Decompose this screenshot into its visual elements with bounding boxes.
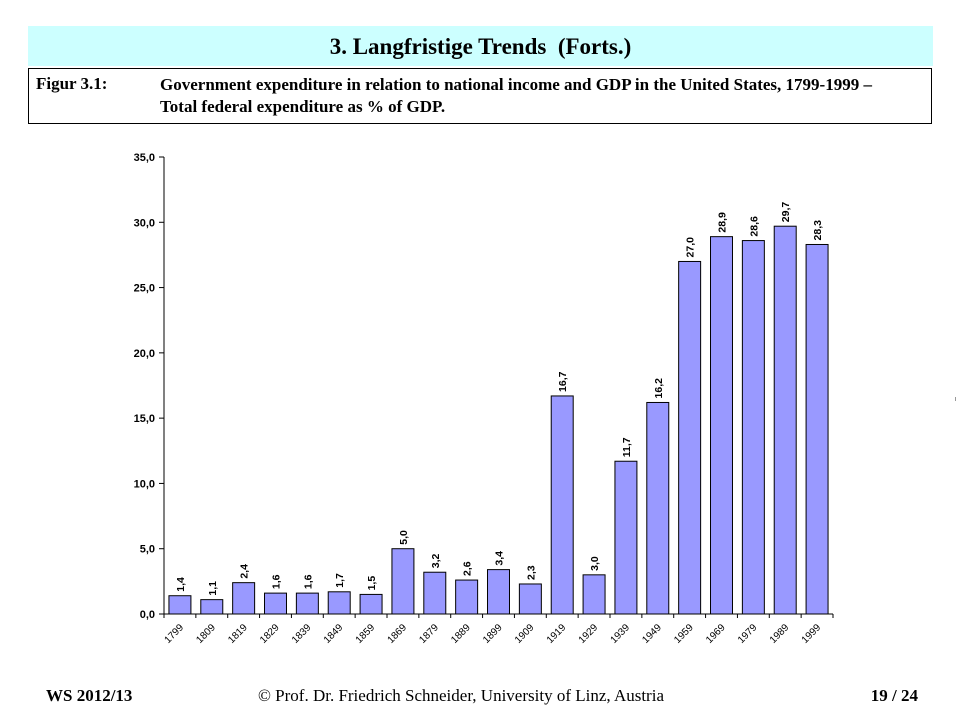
x-tick-label: 1969 (704, 622, 728, 646)
data-label: 2,3 (525, 565, 537, 580)
figure-caption: Government expenditure in relation to na… (160, 75, 872, 116)
bar (264, 592, 287, 615)
bar (741, 240, 765, 615)
x-tick-label: 1829 (258, 622, 282, 646)
bar (391, 548, 415, 615)
bar (805, 243, 829, 615)
data-label: 16,7 (557, 371, 569, 392)
data-label: 28,6 (748, 216, 760, 237)
x-tick-label: 1989 (768, 622, 792, 646)
data-label: 1,6 (271, 574, 283, 589)
y-tick-label: 10,0 (134, 478, 155, 490)
x-tick-label: 1959 (672, 622, 696, 646)
data-label: 5,0 (398, 530, 410, 545)
data-label: 16,2 (653, 378, 665, 399)
y-tick-label: 15,0 (134, 413, 155, 425)
x-tick-label: 1879 (417, 622, 441, 646)
footer-copyright: © Prof. Dr. Friedrich Schneider, Univers… (258, 686, 664, 705)
footer-semester: WS 2012/13 (46, 686, 133, 705)
x-tick-label: 1979 (736, 622, 760, 646)
data-label: 1,1 (207, 581, 219, 596)
bar (423, 571, 447, 615)
x-tick-label: 1869 (386, 622, 410, 646)
data-label: 3,2 (430, 553, 442, 568)
x-tick-label: 1999 (800, 622, 824, 646)
data-label: 1,4 (175, 577, 187, 592)
x-tick-label: 1809 (194, 622, 218, 646)
data-label: 29,7 (780, 202, 792, 223)
bar (710, 236, 733, 615)
bar (327, 591, 351, 615)
data-label: 1,6 (302, 574, 314, 589)
x-tick-label: 1929 (577, 622, 601, 646)
data-label: 2,4 (239, 564, 251, 579)
slide-title: 3. Langfristige Trends (Forts.) (329, 34, 632, 59)
y-tick-label: 20,0 (134, 348, 155, 360)
data-label: 3,0 (589, 556, 601, 571)
x-tick-label: 1949 (640, 622, 664, 646)
y-tick-label: 35,0 (134, 152, 155, 164)
bar (487, 569, 510, 615)
y-tick-label: 25,0 (134, 283, 155, 295)
figure-caption-box: Figur 3.1: Government expenditure in rel… (28, 68, 932, 124)
bar (550, 395, 574, 615)
y-tick-label: 30,0 (134, 217, 155, 229)
data-label: 1,7 (334, 573, 346, 588)
bar (168, 595, 192, 615)
data-label: 27,0 (685, 237, 697, 258)
bar (582, 574, 606, 615)
x-tick-label: 1939 (609, 622, 633, 646)
bar (518, 583, 542, 615)
data-label: 28,3 (812, 220, 824, 241)
bar (200, 599, 224, 615)
bar (646, 401, 670, 615)
x-tick-label: 1919 (545, 622, 569, 646)
x-tick-label: 1889 (449, 622, 473, 646)
bar (678, 260, 702, 615)
x-tick-label: 1859 (354, 622, 378, 646)
y-tick-label: 5,0 (140, 544, 155, 556)
bar (295, 592, 319, 615)
bar (614, 460, 638, 615)
bar (773, 225, 797, 615)
data-label: 11,7 (621, 437, 633, 457)
figure-label: Figur 3.1: (36, 74, 108, 93)
bar-chart: 1,4 1799 1,1 1809 2,4 1819 1,6 1829 1,6 1839 1,7 18… (134, 152, 834, 646)
x-tick-label: 1799 (163, 622, 187, 646)
x-tick-label: 1839 (290, 622, 314, 646)
y-tick-label: 0,0 (140, 609, 155, 621)
x-tick-label: 1909 (513, 622, 537, 646)
bar (359, 593, 383, 615)
footer-page-number: 19 / 24 (870, 686, 918, 705)
data-label: 2,6 (462, 561, 474, 576)
x-tick-label: 1899 (481, 622, 505, 646)
x-tick-label: 1849 (322, 622, 346, 646)
slide-title-bar: 3. Langfristige Trends (Forts.) (28, 26, 933, 66)
bar (455, 579, 479, 615)
data-label: 3,4 (494, 551, 506, 566)
edge-mark (955, 397, 956, 401)
data-label: 1,5 (366, 576, 378, 591)
bar (232, 582, 256, 615)
x-tick-label: 1819 (226, 622, 250, 646)
data-label: 28,9 (717, 212, 729, 233)
